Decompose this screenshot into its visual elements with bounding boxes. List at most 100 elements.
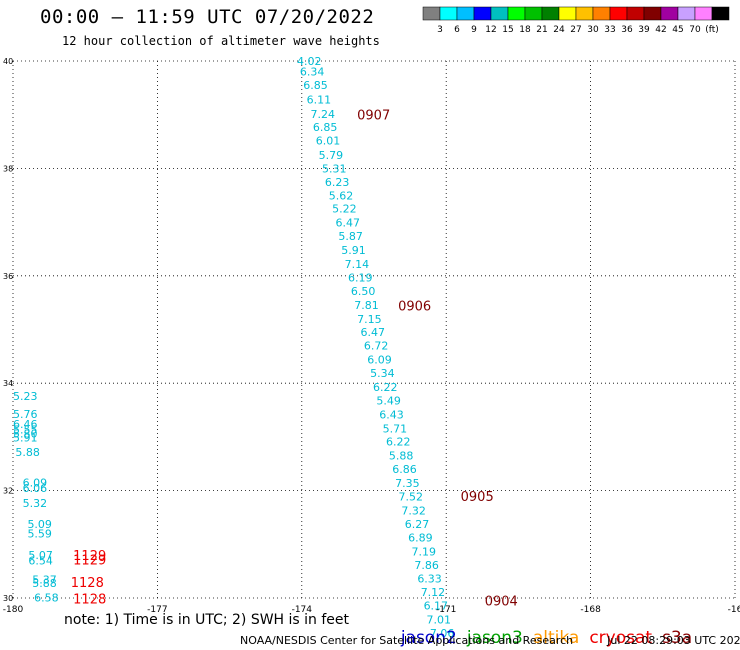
colorbar-label: 18 xyxy=(519,25,531,35)
swh-value-label: 5.59 xyxy=(27,528,52,541)
swh-value-label: 5.62 xyxy=(329,189,354,202)
swh-value-label: 6.09 xyxy=(367,354,392,367)
swh-value-label: 5.91 xyxy=(341,244,366,257)
credit-line: NOAA/NESDIS Center for Satellite Applica… xyxy=(240,634,740,647)
swh-value-label: 7.24 xyxy=(310,108,335,121)
page-subtitle: 12 hour collection of altimeter wave hei… xyxy=(62,34,380,48)
footer-note: note: 1) Time is in UTC; 2) SWH is in fe… xyxy=(64,612,350,628)
swh-value-label: 7.12 xyxy=(421,586,446,599)
swh-value-label: 5.55 xyxy=(13,423,38,436)
swh-value-label: 5.22 xyxy=(332,203,357,216)
swh-value-label: 7.06 xyxy=(430,627,455,640)
time-annotation: 1128 xyxy=(73,593,106,608)
swh-value-label: 5.71 xyxy=(383,422,408,435)
swh-value-label: 5.23 xyxy=(13,390,38,403)
sat-legend-altika: altika xyxy=(532,628,580,648)
swh-value-label: 7.81 xyxy=(354,299,379,312)
x-tick-label: -180 xyxy=(3,605,24,615)
swh-value-label: 6.50 xyxy=(351,285,376,298)
swh-value-label: 6.46 xyxy=(13,418,38,431)
swh-value-label: 6.85 xyxy=(313,121,338,134)
swh-value-label: 6.06 xyxy=(23,482,48,495)
colorbar-legend: 3 6 9 12 15 18 21 24 27 30 33 36 39 42 45 70 (ft) xyxy=(422,6,730,35)
time-annotation: 1128 xyxy=(71,576,104,591)
colorbar-label: 70 xyxy=(689,25,701,35)
y-tick-label: 30 xyxy=(3,594,13,603)
swh-value-label: 5.80 xyxy=(13,428,38,441)
x-tick-label: -174 xyxy=(292,605,313,615)
satellite-legend: jason2 jason3 altika cryosat s3a xyxy=(390,608,702,648)
swh-value-label: 6.47 xyxy=(335,217,360,230)
swh-value-label: 7.35 xyxy=(395,477,420,490)
x-tick-label: -171 xyxy=(436,605,456,615)
swh-value-label: 6.34 xyxy=(300,66,325,79)
y-tick-label: 38 xyxy=(3,164,13,173)
swh-value-label: 6.58 xyxy=(34,591,59,604)
time-annotation: 1129 xyxy=(73,549,106,564)
swh-value-label: 6.17 xyxy=(424,600,449,613)
swh-value-label: 5.88 xyxy=(389,450,414,463)
swh-value-label: 7.01 xyxy=(426,613,451,626)
sat-legend-cryosat: cryosat xyxy=(589,628,653,648)
swh-value-label: 6.22 xyxy=(386,436,411,449)
colorbar-label: 39 xyxy=(638,25,650,35)
colorbar-label: 24 xyxy=(553,25,565,35)
y-tick-label: 32 xyxy=(3,487,13,496)
colorbar-label: 45 xyxy=(672,25,683,35)
colorbar-label: 9 xyxy=(471,25,477,35)
swh-value-label: 5.76 xyxy=(13,408,38,421)
swh-value-label: 4.02 xyxy=(297,55,322,68)
colorbar-label: 6 xyxy=(454,25,460,35)
swh-value-label: 5.88 xyxy=(32,577,57,590)
swh-value-label: 5.87 xyxy=(338,230,363,243)
swh-value-label: 7.19 xyxy=(412,545,437,558)
colorbar-label: 3 xyxy=(437,25,443,35)
swh-value-label: 7.32 xyxy=(401,504,426,517)
swh-value-label: 5.07 xyxy=(28,549,52,562)
swh-value-label: 5.32 xyxy=(23,497,48,510)
colorbar-swatch xyxy=(711,6,730,21)
swh-value-label: 7.52 xyxy=(399,491,424,504)
swh-value-label: 6.89 xyxy=(408,531,433,544)
swh-value-label: 5.49 xyxy=(376,394,401,407)
swh-value-label: 6.01 xyxy=(316,134,341,147)
swh-value-label: 5.34 xyxy=(370,367,395,380)
time-annotation: 1129 xyxy=(73,553,106,568)
colorbar-label: 12 xyxy=(485,25,496,35)
time-annotation: 0907 xyxy=(357,109,390,124)
time-annotation: 0905 xyxy=(461,490,494,505)
time-annotation: 0904 xyxy=(485,595,518,610)
swh-value-label: 7.14 xyxy=(345,258,370,271)
y-tick-label: 36 xyxy=(3,272,13,281)
sat-legend-jason2: jason2 xyxy=(400,628,457,648)
swh-value-label: 6.19 xyxy=(348,271,373,284)
x-tick-label: -168 xyxy=(580,605,601,615)
swh-value-label: 5.79 xyxy=(319,149,344,162)
timestamp: Jul 22 08:29:03 UTC 2022 xyxy=(607,634,740,647)
colorbar-label: 27 xyxy=(570,25,581,35)
y-tick-label: 34 xyxy=(3,379,13,388)
swh-value-label: 6.33 xyxy=(417,573,442,586)
swh-value-label: 7.15 xyxy=(357,313,382,326)
sat-legend-s3a: s3a xyxy=(662,628,693,648)
swh-value-label: 6.86 xyxy=(392,463,417,476)
colorbar-label: 33 xyxy=(604,25,615,35)
swh-value-label: 5.88 xyxy=(15,446,40,459)
colorbar-label: 30 xyxy=(587,25,599,35)
swh-value-label: 6.23 xyxy=(325,176,350,189)
colorbar-label: 21 xyxy=(536,25,547,35)
colorbar-label: 36 xyxy=(621,25,633,35)
colorbar-label: 42 xyxy=(655,25,666,35)
swh-value-label: 6.09 xyxy=(23,477,48,490)
swh-value-label: 5.31 xyxy=(322,162,347,175)
x-tick-label: -16 xyxy=(728,605,740,615)
sat-legend-jason3: jason3 xyxy=(466,628,523,648)
credit-text: NOAA/NESDIS Center for Satellite Applica… xyxy=(240,634,574,647)
swh-value-label: 6.43 xyxy=(379,408,404,421)
swh-value-label: 6.47 xyxy=(361,326,386,339)
colorbar-label: (ft) xyxy=(705,25,719,35)
time-annotation: 0906 xyxy=(398,299,431,314)
swh-value-label: 6.72 xyxy=(364,340,389,353)
y-tick-label: 40 xyxy=(3,57,13,66)
